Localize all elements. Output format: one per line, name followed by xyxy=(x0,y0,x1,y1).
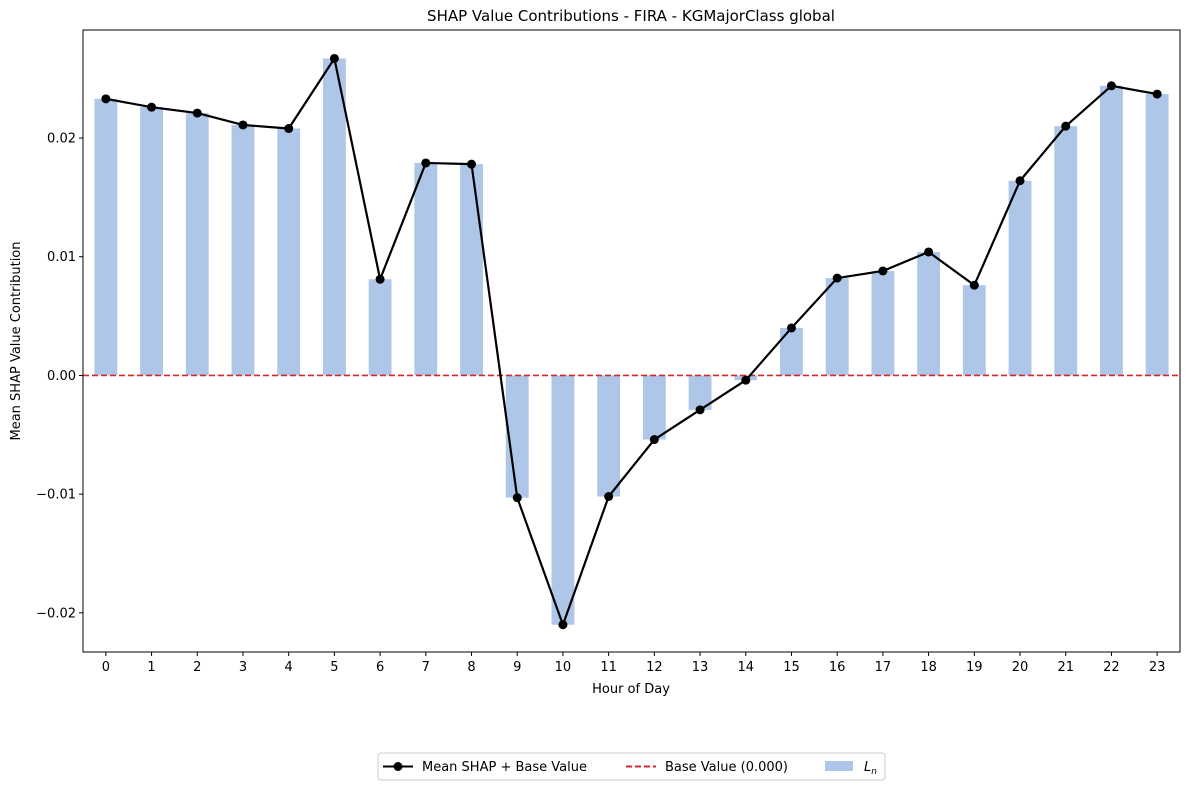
mean-shap-point-1 xyxy=(147,102,157,112)
bars-layer xyxy=(94,58,1169,625)
x-tick-label: 9 xyxy=(513,660,521,675)
x-tick-label: 1 xyxy=(147,660,155,675)
bar-9 xyxy=(505,375,529,498)
mean-shap-point-5 xyxy=(329,53,339,63)
mean-shap-point-22 xyxy=(1106,81,1116,91)
bar-1 xyxy=(140,107,163,376)
x-tick-label: 15 xyxy=(783,660,800,675)
x-tick-label: 5 xyxy=(330,660,338,675)
mean-shap-point-2 xyxy=(192,108,202,118)
legend-line-marker xyxy=(393,762,403,771)
y-tick-label: −0.01 xyxy=(36,488,76,503)
x-axis-title: Hour of Day xyxy=(592,682,670,697)
x-tick-label: 7 xyxy=(422,660,430,675)
mean-shap-point-7 xyxy=(421,158,431,168)
mean-shap-point-6 xyxy=(375,274,385,284)
bar-12 xyxy=(642,375,666,440)
mean-shap-point-8 xyxy=(467,159,477,169)
x-tick-label: 22 xyxy=(1103,660,1120,675)
bar-2 xyxy=(185,113,209,376)
x-tick-label: 10 xyxy=(555,660,572,675)
mean-shap-point-21 xyxy=(1061,121,1071,131)
bar-19 xyxy=(962,285,986,376)
x-tick-label: 23 xyxy=(1149,660,1166,675)
x-tick-label: 21 xyxy=(1057,660,1074,675)
mean-shap-point-23 xyxy=(1152,89,1162,99)
bar-15 xyxy=(780,327,803,376)
legend: Mean SHAP + Base Value Base Value (0.000… xyxy=(377,752,886,781)
x-tick-label: 13 xyxy=(692,660,709,675)
bar-20 xyxy=(1008,180,1032,376)
mean-shap-point-0 xyxy=(101,94,111,104)
mean-shap-point-11 xyxy=(604,492,614,501)
x-tick-label: 16 xyxy=(829,660,846,675)
mean-shap-point-18 xyxy=(924,247,934,257)
mean-shap-point-15 xyxy=(786,323,796,333)
bar-21 xyxy=(1054,126,1078,376)
x-tick-label: 3 xyxy=(239,660,247,675)
legend-bar-swatch xyxy=(825,761,853,771)
bar-8 xyxy=(460,164,483,376)
mean-shap-point-4 xyxy=(284,124,294,134)
bar-18 xyxy=(917,251,941,376)
x-tick-label: 2 xyxy=(193,660,201,675)
x-tick-label: 18 xyxy=(920,660,937,675)
legend-baseline-label: Base Value (0.000) xyxy=(665,760,788,775)
legend-bar-label: Ln xyxy=(864,760,877,777)
mean-shap-point-13 xyxy=(695,405,705,415)
plot-frame xyxy=(82,29,1181,653)
mean-shap-point-17 xyxy=(878,266,888,276)
x-axis: 0 1 2 3 4 5 6 7 8 9 10 11 12 13 14 15 16 17 18 19 20 21 22 23 xyxy=(102,652,1166,675)
mean-shap-point-9 xyxy=(512,493,522,503)
bar-23 xyxy=(1145,94,1169,376)
line-layer xyxy=(101,53,1162,630)
bar-10 xyxy=(551,375,575,625)
bar-16 xyxy=(825,278,849,376)
x-tick-label: 11 xyxy=(600,660,617,675)
bar-13 xyxy=(688,375,712,410)
y-tick-label: 0.02 xyxy=(47,132,76,147)
mean-shap-point-10 xyxy=(558,620,568,630)
bar-4 xyxy=(277,128,301,376)
bar-7 xyxy=(414,162,438,376)
bar-11 xyxy=(597,375,621,497)
y-axis: −0.02 −0.01 0.00 0.01 0.02 xyxy=(36,132,83,621)
x-tick-label: 0 xyxy=(102,660,110,675)
y-axis-title: Mean SHAP Value Contribution xyxy=(9,242,24,441)
bar-3 xyxy=(231,124,255,376)
bar-6 xyxy=(368,279,392,376)
mean-shap-line xyxy=(105,57,1158,626)
x-tick-label: 19 xyxy=(966,660,983,675)
bar-17 xyxy=(871,270,895,376)
mean-shap-point-14 xyxy=(741,375,751,385)
legend-bar-label-subscript: n xyxy=(871,767,877,777)
x-tick-label: 14 xyxy=(737,660,754,675)
legend-bar-label-main: L xyxy=(864,760,871,775)
y-tick-label: 0.00 xyxy=(47,369,76,384)
x-tick-label: 8 xyxy=(467,660,475,675)
mean-shap-point-20 xyxy=(1015,176,1025,186)
mean-shap-point-3 xyxy=(238,120,248,130)
x-tick-label: 6 xyxy=(376,660,384,675)
y-tick-label: 0.01 xyxy=(47,250,76,265)
x-tick-label: 17 xyxy=(875,660,892,675)
bar-22 xyxy=(1100,85,1123,376)
x-tick-label: 20 xyxy=(1012,660,1029,675)
mean-shap-point-12 xyxy=(649,435,659,445)
mean-shap-point-16 xyxy=(832,273,842,283)
chart-title: SHAP Value Contributions - FIRA - KGMajo… xyxy=(427,7,835,25)
bar-0 xyxy=(94,98,118,376)
x-tick-label: 4 xyxy=(285,660,293,675)
mean-shap-point-19 xyxy=(969,280,979,290)
legend-line-label: Mean SHAP + Base Value xyxy=(422,760,587,775)
x-tick-label: 12 xyxy=(646,660,663,675)
bar-5 xyxy=(322,58,346,376)
y-tick-label: −0.02 xyxy=(36,606,76,621)
